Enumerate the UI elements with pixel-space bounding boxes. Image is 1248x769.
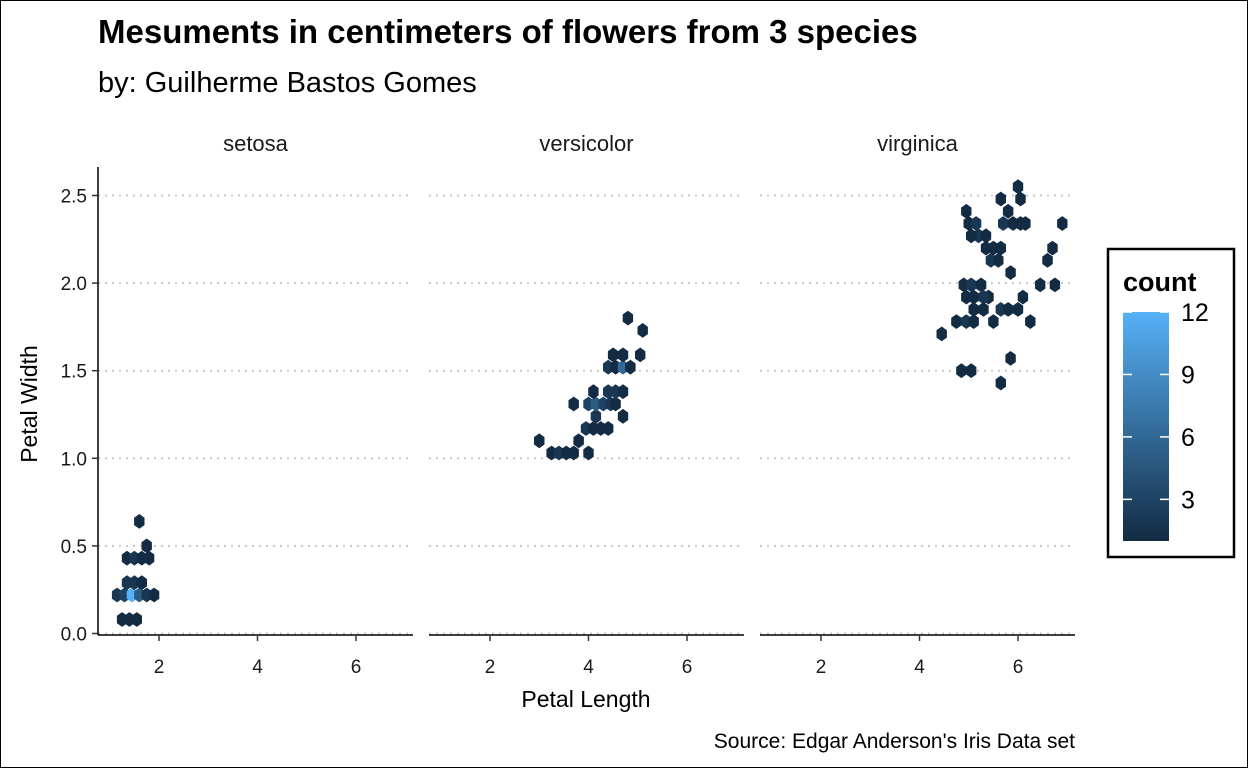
- hexbin-cell: [1042, 252, 1053, 268]
- hexbin-cell: [617, 408, 629, 424]
- legend-colorbar: [1123, 312, 1169, 541]
- hexbin-cell: [995, 240, 1006, 256]
- chart-subtitle: by: Guilherme Bastos Gomes: [98, 67, 477, 99]
- x-tick-label: 6: [351, 657, 362, 678]
- legend-tick-label: 9: [1181, 361, 1195, 389]
- x-tick-label: 4: [252, 657, 263, 678]
- hexbin-cell: [144, 550, 155, 566]
- hexbin-cell: [968, 314, 979, 329]
- hexbin-cell: [573, 433, 584, 449]
- x-tick-label: 6: [1013, 657, 1024, 678]
- hexbin-cell: [1049, 277, 1061, 293]
- hexbin-cell: [603, 421, 614, 436]
- hexbin-cell: [995, 375, 1006, 391]
- hexbin-cell: [622, 310, 634, 326]
- hexbin-cell: [568, 445, 579, 461]
- hexbin-cell: [1005, 265, 1016, 280]
- hexbin-cell: [978, 289, 989, 305]
- hexbin-cell: [637, 323, 648, 338]
- hexbin-cell: [995, 191, 1006, 207]
- hexbin-cell: [136, 575, 147, 591]
- hexbin-cell: [617, 384, 629, 400]
- legend-tick-label: 3: [1181, 486, 1195, 514]
- hexbin-cell: [951, 314, 962, 329]
- hexbin-cell: [1025, 314, 1036, 329]
- hexbin-cell: [635, 347, 646, 363]
- hexbin-cell: [968, 289, 979, 305]
- hexbin-cell: [625, 359, 636, 375]
- hexbin-cell: [1012, 302, 1024, 317]
- hexbin-cell: [966, 363, 977, 379]
- hexbin-cell: [583, 445, 594, 461]
- plot-area: 0.0 0.5 1.0 1.5 2.0 2.5 setosa 2 4 6 versicolor 2 4 6…: [61, 131, 1075, 678]
- hexbin-cell: [568, 396, 579, 412]
- hexbin-cell: [1005, 351, 1016, 366]
- y-tick-label: 0.0: [61, 625, 87, 646]
- hexbin-cell: [975, 277, 987, 293]
- y-axis-title: Petal Width: [16, 345, 42, 463]
- hexbin-cell: [131, 612, 142, 627]
- y-tick-label: 1.0: [61, 449, 87, 470]
- hexbin-cell: [988, 314, 999, 329]
- hexbin-cell: [993, 252, 1004, 268]
- hexbin-cell: [1002, 302, 1014, 317]
- hexbin-cell: [978, 302, 989, 317]
- y-tick-label: 2.5: [61, 187, 87, 208]
- hexbin-cell: [610, 396, 621, 412]
- hexbin-cell: [970, 216, 982, 231]
- hexbin-cell: [617, 347, 629, 363]
- hexbin-cell: [936, 326, 947, 342]
- hexbin-cell: [1047, 240, 1058, 256]
- x-tick-label: 6: [682, 657, 693, 678]
- chart-title: Mesuments in centimeters of flowers from…: [98, 13, 918, 50]
- hexbin-cell: [966, 228, 977, 244]
- hexbin-cell: [956, 363, 967, 379]
- legend-ticks: 3 6 9 12: [1123, 299, 1209, 514]
- facet-strip-label: setosa: [223, 131, 289, 156]
- x-tick-label: 2: [485, 657, 496, 678]
- y-tick-label: 0.5: [61, 537, 87, 558]
- hexbin-cell: [998, 216, 1009, 231]
- hexbin-cell: [607, 347, 619, 363]
- hexbin-cell: [590, 408, 602, 424]
- x-axis-title: Petal Length: [521, 686, 650, 712]
- hexbin-cell: [134, 514, 145, 529]
- hexbin-cell: [968, 302, 979, 317]
- legend-title: count: [1123, 267, 1197, 297]
- x-tick-label: 2: [816, 657, 827, 678]
- y-tick-label: 2.0: [61, 274, 87, 295]
- x-tick-label: 4: [914, 657, 925, 678]
- hexbin-cell: [1012, 179, 1024, 195]
- y-tick-label: 1.5: [61, 362, 87, 383]
- x-tick-label: 4: [583, 657, 594, 678]
- hexbin-cell: [980, 228, 992, 244]
- hexbin-cell: [1057, 216, 1068, 231]
- chart-caption: Source: Edgar Anderson's Iris Data set: [714, 730, 1075, 753]
- hexbin-cell: [534, 433, 545, 449]
- legend-tick-label: 6: [1181, 424, 1195, 452]
- hexbin-cell: [141, 538, 152, 554]
- hexbin-cell: [1020, 216, 1031, 231]
- hexbin-cell: [1015, 191, 1026, 207]
- facet-strip-label: virginica: [877, 131, 958, 156]
- hexbin-cell: [1035, 277, 1046, 293]
- hexbin-cell: [961, 203, 972, 219]
- hexbin-cell: [1002, 203, 1014, 219]
- hexbin-cell: [588, 384, 599, 400]
- hexbin-cell: [1017, 289, 1029, 305]
- legend: count 3 6 9 12: [1106, 247, 1236, 559]
- hexbin-cell: [148, 587, 160, 603]
- hexbin-cell: [966, 277, 977, 293]
- legend-tick-label: 12: [1181, 299, 1209, 327]
- x-tick-label: 2: [154, 657, 165, 678]
- facet-strip-label: versicolor: [539, 131, 633, 156]
